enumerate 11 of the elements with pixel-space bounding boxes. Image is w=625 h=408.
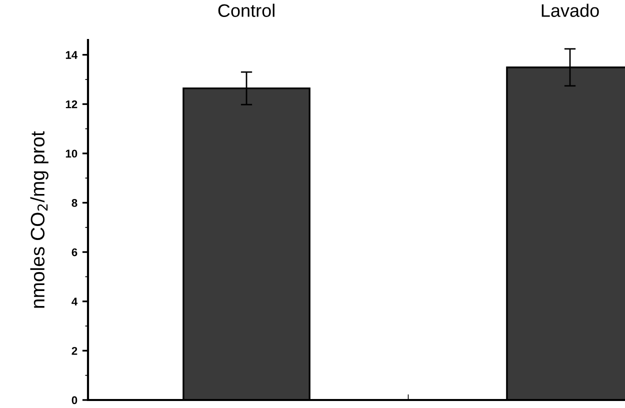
y-tick-label: 12 <box>66 100 78 108</box>
x-tick-label: Lavado <box>542 4 599 17</box>
x-tick-label: Control <box>218 4 274 17</box>
y-tick-label: 10 <box>66 150 78 158</box>
y-tick-label: 0 <box>72 396 78 404</box>
y-tick-label: 14 <box>66 51 78 59</box>
y-tick-label: 8 <box>72 199 78 207</box>
y-axis-title: nmoles CO$_{2}$/mg prot <box>30 131 48 308</box>
y-tick-label: 2 <box>72 346 78 355</box>
y-tick-label: 4 <box>72 298 78 306</box>
y-tick-label: 6 <box>72 248 78 256</box>
